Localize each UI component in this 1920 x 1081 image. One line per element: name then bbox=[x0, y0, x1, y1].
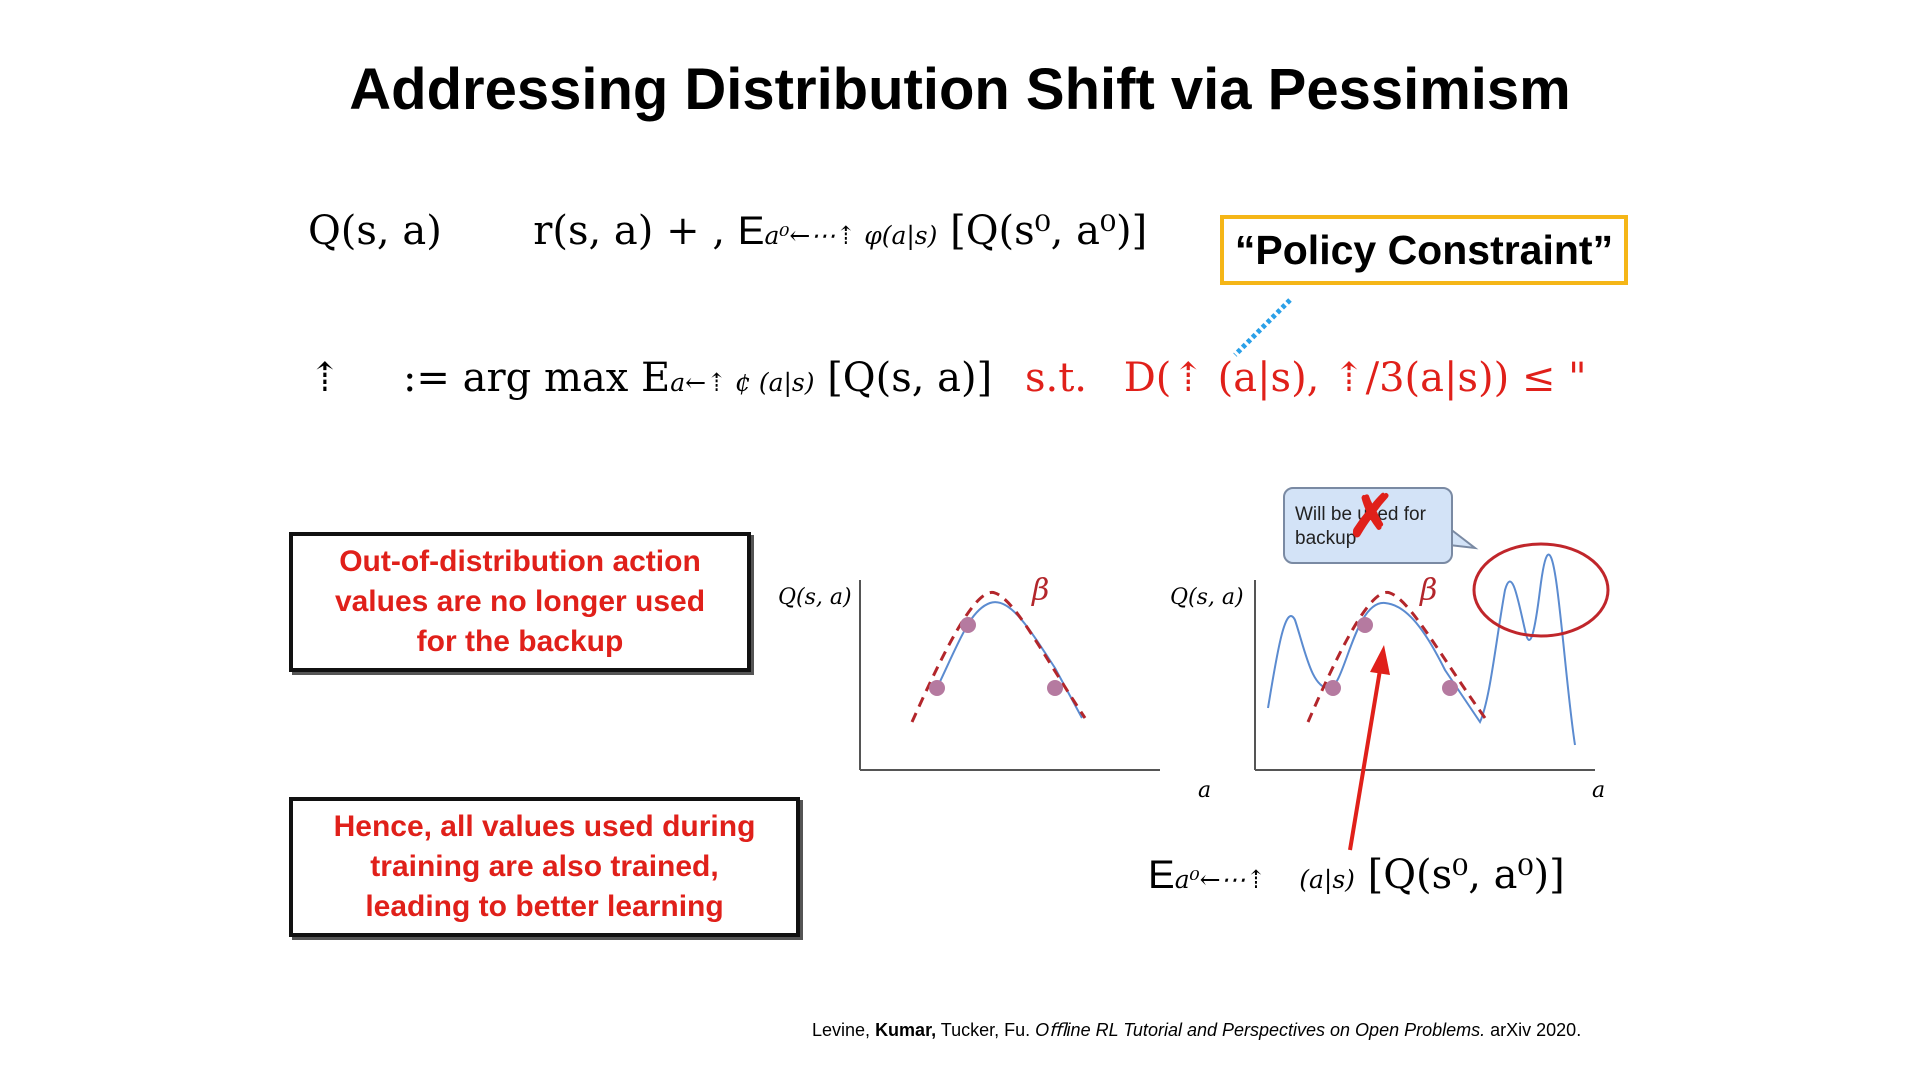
right-data-point bbox=[1325, 680, 1341, 696]
eq3-subscript-tail: (a|s) bbox=[1299, 865, 1355, 894]
eq1-bracket: [Q(s⁰, a⁰)] bbox=[950, 208, 1148, 254]
citation: Levine, Kumar, Tucker, Fu. Oﬄine RL Tuto… bbox=[812, 1020, 1581, 1041]
right-plot bbox=[1254, 542, 1610, 771]
ood-explanation-box: Out-of-distribution action values are no… bbox=[289, 532, 751, 672]
box2-line3: leading to better learning bbox=[365, 890, 724, 923]
eq1-rhs: r(s, a) + , bbox=[533, 208, 726, 254]
eq2-assign: := bbox=[402, 355, 450, 401]
cross-mark-icon: ✗ bbox=[1347, 484, 1396, 549]
cite-authors-pre: Levine, bbox=[812, 1020, 871, 1040]
right-q-curve bbox=[1267, 553, 1576, 746]
eq2-bracket: [Q(s, a)] bbox=[827, 355, 993, 401]
conclusion-box: Hence, all values used during training a… bbox=[289, 797, 800, 937]
right-y-label: Q(s, a) bbox=[1170, 585, 1244, 610]
right-beta-curve bbox=[1306, 591, 1487, 723]
eq2-pi: ⇡ bbox=[308, 355, 342, 401]
cite-title: Oﬄine RL Tutorial and Perspectives on Op… bbox=[1035, 1020, 1486, 1040]
cite-venue: arXiv 2020. bbox=[1490, 1020, 1582, 1040]
ood-circle bbox=[1472, 542, 1610, 638]
callout-pointer bbox=[1233, 298, 1292, 357]
right-x-label: a bbox=[1592, 778, 1606, 803]
eq3-bracket: [Q(s⁰, a⁰)] bbox=[1367, 852, 1565, 898]
bubble-line2: backup bbox=[1295, 528, 1357, 549]
left-x-label: a bbox=[1198, 778, 1212, 803]
eq1-subscript: a⁰←⋯⇡ φ(a|s) bbox=[764, 221, 938, 250]
left-q-curve bbox=[935, 601, 1083, 719]
eq3-subscript: a⁰←⋯⇡ bbox=[1174, 865, 1267, 894]
right-data-point bbox=[1442, 680, 1458, 696]
left-data-point bbox=[1047, 680, 1063, 696]
red-arrow bbox=[1348, 645, 1390, 851]
left-data-point bbox=[960, 617, 976, 633]
box1-line2: values are no longer used bbox=[334, 585, 706, 618]
eq3-expectation: E bbox=[1148, 853, 1175, 897]
equation-backup-target: Ea⁰←⋯⇡ (a|s) [Q(s⁰, a⁰)] bbox=[1148, 852, 1565, 898]
bubble-line1: Will be used for bbox=[1295, 504, 1426, 525]
box2-line2: training are also trained, bbox=[370, 850, 719, 883]
box1-line3: for the backup bbox=[416, 625, 624, 658]
left-beta-curve bbox=[910, 591, 1087, 723]
box2-line1: Hence, all values used during bbox=[333, 810, 756, 843]
eq2-st: s.t. bbox=[1024, 355, 1087, 401]
right-data-point bbox=[1357, 617, 1373, 633]
equation-q-backup: Q(s, a) r(s, a) + , Ea⁰←⋯⇡ φ(a|s) [Q(s⁰,… bbox=[308, 208, 1147, 254]
slide-title: Addressing Distribution Shift via Pessim… bbox=[349, 57, 1571, 122]
cite-authors-post: Tucker, Fu. bbox=[940, 1020, 1031, 1040]
eq2-argmax: arg max E bbox=[462, 355, 671, 401]
left-data-point bbox=[929, 680, 945, 696]
left-y-label: Q(s, a) bbox=[778, 585, 852, 610]
policy-constraint-callout: “Policy Constraint” bbox=[1220, 215, 1628, 285]
eq1-expectation: E bbox=[737, 209, 765, 253]
left-plot bbox=[859, 580, 1160, 771]
left-beta-label: β bbox=[1032, 573, 1050, 608]
eq1-lhs: Q(s, a) bbox=[308, 208, 442, 254]
right-beta-label: β bbox=[1420, 573, 1438, 608]
box1-line1: Out-of-distribution action bbox=[339, 545, 701, 578]
eq2-subscript: a←⇡ ¢ (a|s) bbox=[670, 368, 815, 397]
equation-policy-update: ⇡ := arg max Ea←⇡ ¢ (a|s) [Q(s, a)] s.t.… bbox=[308, 355, 1587, 401]
cite-authors-bold: Kumar, bbox=[875, 1020, 937, 1040]
backup-speech-bubble: Will be used for backup bbox=[1283, 487, 1453, 564]
eq2-constraint: D(⇡ (a|s), ⇡/3(a|s)) ≤ " bbox=[1123, 355, 1587, 401]
